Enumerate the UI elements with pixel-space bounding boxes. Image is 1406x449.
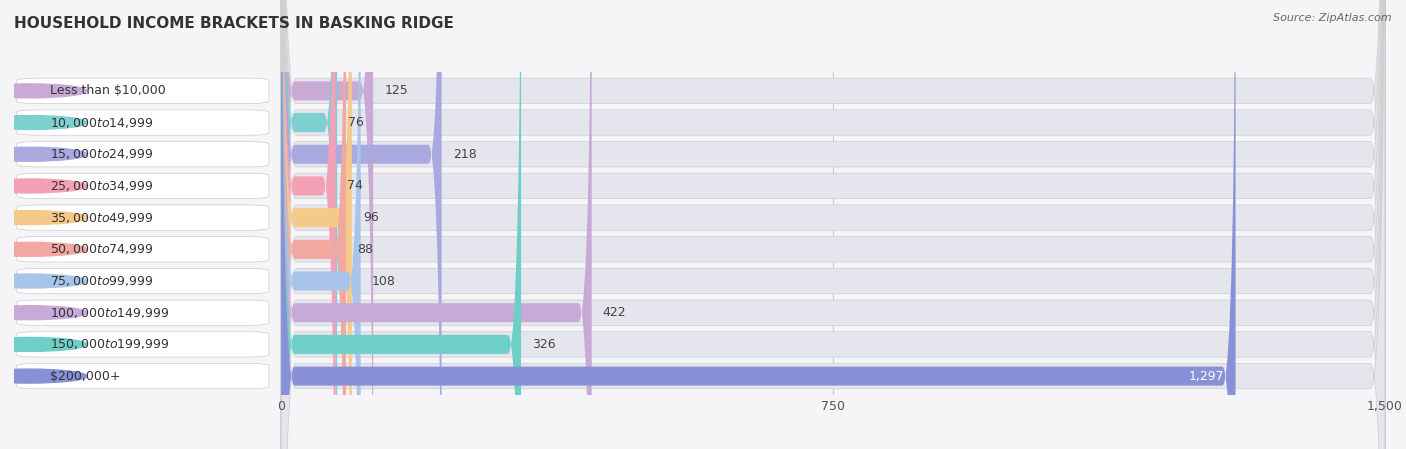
FancyBboxPatch shape [281,0,1385,449]
FancyBboxPatch shape [17,78,269,104]
FancyBboxPatch shape [281,0,1385,449]
Text: 88: 88 [357,243,373,256]
Circle shape [0,369,87,383]
Text: $75,000 to $99,999: $75,000 to $99,999 [51,274,155,288]
FancyBboxPatch shape [17,300,269,326]
Circle shape [0,179,87,193]
Text: 218: 218 [453,148,477,161]
Text: $35,000 to $49,999: $35,000 to $49,999 [51,211,155,224]
FancyBboxPatch shape [281,0,346,449]
Text: 1,297: 1,297 [1189,370,1225,383]
FancyBboxPatch shape [281,0,1236,449]
Text: 422: 422 [603,306,626,319]
FancyBboxPatch shape [17,363,269,389]
FancyBboxPatch shape [17,173,269,198]
FancyBboxPatch shape [281,0,1385,449]
Text: $25,000 to $34,999: $25,000 to $34,999 [51,179,155,193]
Circle shape [0,84,87,98]
Text: 74: 74 [347,180,363,193]
Text: 108: 108 [371,274,395,287]
FancyBboxPatch shape [281,0,337,449]
Text: Source: ZipAtlas.com: Source: ZipAtlas.com [1274,13,1392,23]
Text: $50,000 to $74,999: $50,000 to $74,999 [51,242,155,256]
FancyBboxPatch shape [281,0,1385,449]
FancyBboxPatch shape [17,110,269,135]
FancyBboxPatch shape [281,0,441,449]
Circle shape [0,115,87,129]
FancyBboxPatch shape [281,0,1385,449]
FancyBboxPatch shape [281,0,1385,449]
FancyBboxPatch shape [281,0,1385,449]
FancyBboxPatch shape [281,0,361,449]
Text: $200,000+: $200,000+ [51,370,121,383]
Text: 125: 125 [384,84,408,97]
Text: $100,000 to $149,999: $100,000 to $149,999 [51,306,170,320]
FancyBboxPatch shape [281,0,373,449]
FancyBboxPatch shape [281,0,1385,449]
Circle shape [0,211,87,224]
Text: $15,000 to $24,999: $15,000 to $24,999 [51,147,155,161]
FancyBboxPatch shape [281,0,336,449]
Circle shape [0,242,87,256]
FancyBboxPatch shape [17,237,269,262]
FancyBboxPatch shape [281,0,592,449]
Text: Less than $10,000: Less than $10,000 [51,84,166,97]
Text: HOUSEHOLD INCOME BRACKETS IN BASKING RIDGE: HOUSEHOLD INCOME BRACKETS IN BASKING RID… [14,17,454,31]
Text: $150,000 to $199,999: $150,000 to $199,999 [51,337,170,352]
Text: 96: 96 [363,211,378,224]
Text: 76: 76 [349,116,364,129]
FancyBboxPatch shape [17,332,269,357]
Circle shape [0,147,87,161]
Circle shape [0,274,87,288]
Text: 326: 326 [531,338,555,351]
Circle shape [0,338,87,352]
FancyBboxPatch shape [281,0,522,449]
Circle shape [0,306,87,320]
FancyBboxPatch shape [281,0,1385,449]
FancyBboxPatch shape [17,205,269,230]
FancyBboxPatch shape [17,141,269,167]
FancyBboxPatch shape [17,269,269,294]
Text: $10,000 to $14,999: $10,000 to $14,999 [51,115,155,130]
FancyBboxPatch shape [281,0,1385,449]
FancyBboxPatch shape [281,0,352,449]
